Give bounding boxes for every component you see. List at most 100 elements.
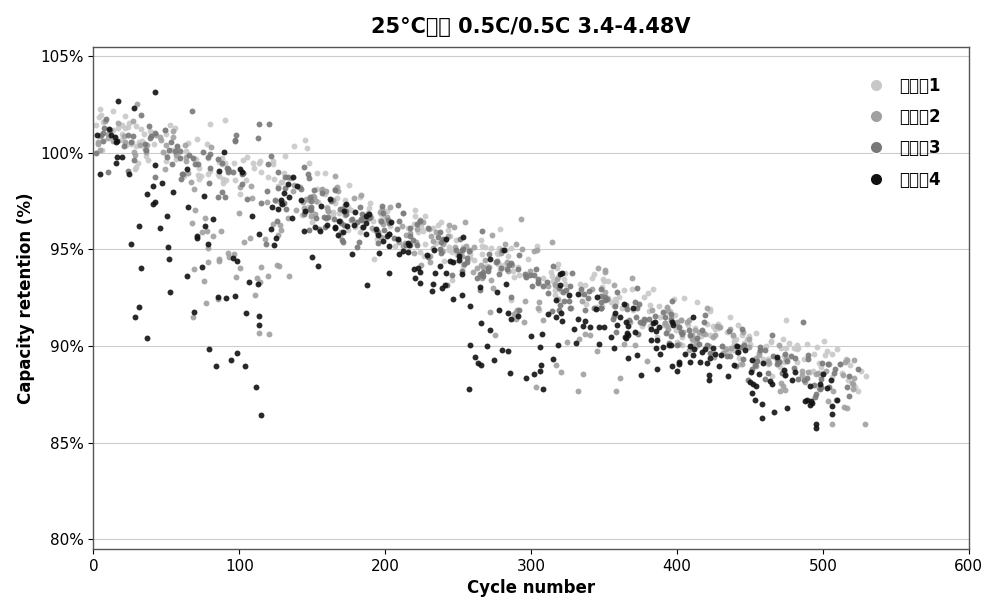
- Point: [603, 297, 619, 307]
- Point: [116, 131, 132, 141]
- Point: [251, 119, 267, 129]
- Point: [454, 246, 470, 256]
- Point: [526, 270, 542, 280]
- Point: [313, 201, 329, 211]
- Point: [296, 209, 312, 219]
- Point: [422, 251, 438, 261]
- Point: [751, 348, 767, 358]
- Point: [184, 217, 200, 227]
- Point: [381, 268, 397, 278]
- Point: [582, 322, 598, 332]
- Point: [806, 349, 822, 359]
- Point: [824, 349, 840, 359]
- Point: [609, 287, 625, 297]
- Point: [586, 303, 602, 313]
- Point: [424, 286, 440, 296]
- Point: [186, 265, 202, 274]
- Point: [490, 259, 506, 269]
- Point: [742, 340, 758, 349]
- Point: [141, 121, 157, 131]
- Point: [297, 206, 313, 216]
- Point: [580, 293, 596, 303]
- Point: [562, 281, 578, 291]
- Point: [772, 362, 788, 372]
- Point: [298, 194, 314, 204]
- Point: [735, 327, 751, 337]
- Point: [612, 373, 628, 383]
- Point: [726, 339, 742, 349]
- Point: [189, 231, 205, 241]
- Point: [747, 360, 763, 370]
- Point: [139, 140, 155, 150]
- Point: [210, 192, 226, 202]
- Point: [340, 225, 356, 235]
- Point: [828, 395, 844, 405]
- Point: [218, 175, 234, 185]
- Point: [401, 240, 417, 250]
- Point: [475, 271, 491, 281]
- Point: [755, 354, 771, 363]
- Point: [344, 249, 360, 258]
- Point: [491, 260, 507, 270]
- Point: [208, 361, 224, 371]
- Point: [844, 378, 860, 388]
- Point: [336, 206, 352, 216]
- Point: [173, 174, 189, 184]
- Point: [110, 118, 126, 128]
- Point: [819, 383, 835, 393]
- Point: [841, 371, 857, 381]
- Point: [751, 350, 767, 360]
- Point: [741, 335, 757, 344]
- Point: [461, 246, 477, 256]
- Point: [375, 208, 391, 217]
- Point: [589, 292, 605, 301]
- Point: [531, 305, 547, 315]
- Point: [477, 255, 493, 265]
- Point: [154, 178, 170, 188]
- Point: [641, 306, 657, 316]
- Point: [621, 316, 637, 325]
- Point: [740, 375, 756, 384]
- Point: [251, 320, 267, 330]
- Point: [441, 220, 457, 230]
- Point: [138, 145, 154, 155]
- Point: [472, 285, 488, 295]
- Point: [701, 341, 717, 351]
- Point: [97, 116, 113, 126]
- Point: [577, 279, 593, 289]
- Point: [297, 135, 313, 145]
- Point: [320, 206, 336, 216]
- Point: [553, 308, 569, 318]
- Point: [358, 218, 374, 228]
- Point: [473, 360, 489, 370]
- Point: [272, 220, 288, 230]
- Point: [684, 335, 700, 344]
- Point: [374, 204, 390, 214]
- Point: [728, 341, 744, 351]
- Point: [137, 144, 153, 154]
- Point: [235, 168, 251, 178]
- Point: [575, 369, 591, 379]
- Point: [648, 326, 664, 336]
- Point: [411, 217, 427, 227]
- Point: [307, 209, 323, 219]
- Point: [636, 314, 652, 324]
- Point: [261, 119, 277, 129]
- Point: [338, 206, 354, 216]
- Point: [824, 409, 840, 419]
- Point: [251, 328, 267, 338]
- Point: [179, 164, 195, 174]
- Point: [436, 238, 452, 247]
- Point: [548, 295, 564, 305]
- Point: [454, 270, 470, 279]
- Point: [422, 257, 438, 266]
- Point: [327, 185, 343, 195]
- Point: [858, 371, 874, 381]
- Point: [669, 317, 685, 327]
- Point: [420, 223, 436, 233]
- Point: [406, 263, 422, 273]
- Point: [88, 120, 104, 130]
- Point: [631, 300, 647, 309]
- Point: [389, 224, 405, 234]
- Point: [276, 188, 292, 198]
